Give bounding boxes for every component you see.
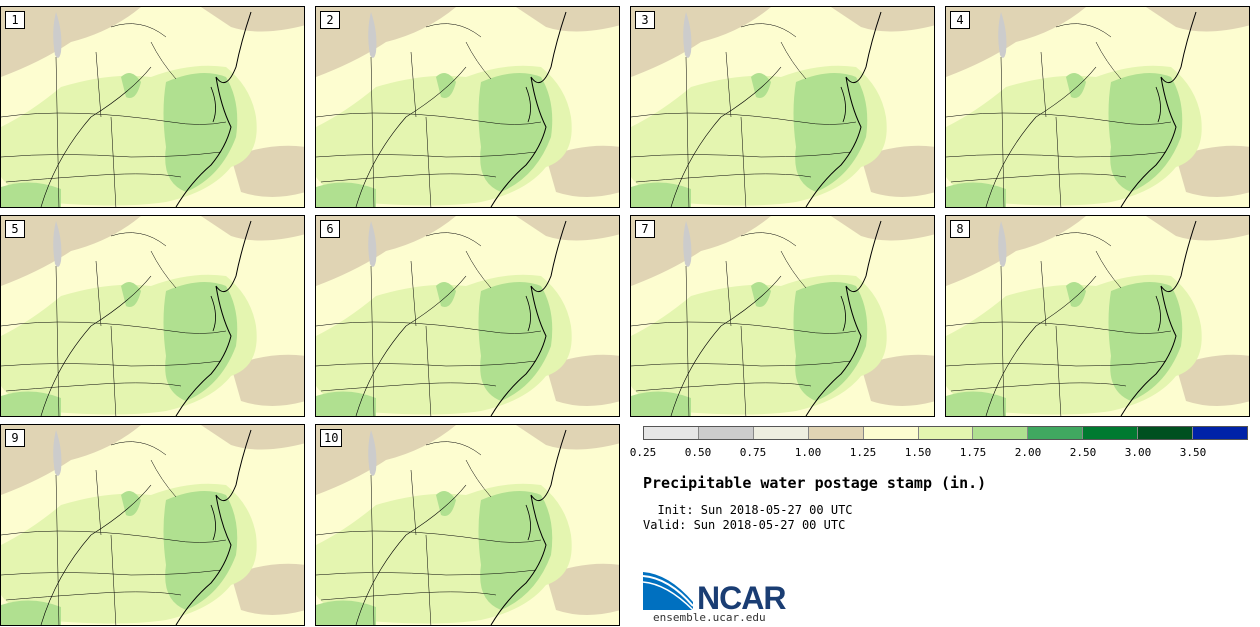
colorbar xyxy=(643,426,1248,440)
colorbar-tick-label: 3.00 xyxy=(1124,446,1152,459)
colorbar-tick-label: 1.75 xyxy=(959,446,987,459)
colorbar-tick-labels: 0.25 0.50 0.75 1.00 1.25 1.50 1.75 2.00 2.50 3.00… xyxy=(630,446,1248,460)
colorbar-tick-label: 1.25 xyxy=(849,446,877,459)
map-panel: 10 xyxy=(315,424,620,626)
member-label: 2 xyxy=(320,11,340,29)
legend-title: Precipitable water postage stamp (in.) xyxy=(643,474,987,492)
map-panel: 8 xyxy=(945,215,1250,417)
colorbar-segment xyxy=(644,427,699,439)
member-label: 4 xyxy=(950,11,970,29)
colorbar-segment xyxy=(1193,427,1247,439)
site-url: ensemble.ucar.edu xyxy=(653,611,766,624)
member-label: 9 xyxy=(5,429,25,447)
colorbar-segment xyxy=(1083,427,1139,439)
colorbar-tick-label: 2.00 xyxy=(1014,446,1042,459)
colorbar-segment xyxy=(808,427,864,439)
member-label: 1 xyxy=(5,11,25,29)
colorbar-tick-label: 2.50 xyxy=(1069,446,1097,459)
ncar-logo-icon xyxy=(643,572,694,611)
colorbar-segment xyxy=(1028,427,1084,439)
colorbar-segment xyxy=(1138,427,1194,439)
map-image xyxy=(316,425,619,625)
map-image xyxy=(631,7,934,207)
map-panel: 3 xyxy=(630,6,935,208)
map-image xyxy=(316,216,619,416)
colorbar-tick-label: 0.25 xyxy=(629,446,657,459)
map-panel: 9 xyxy=(0,424,305,626)
map-panel: 1 xyxy=(0,6,305,208)
map-panel: 4 xyxy=(945,6,1250,208)
colorbar-tick-label: 0.50 xyxy=(684,446,712,459)
valid-time: Valid: Sun 2018-05-27 00 UTC xyxy=(643,518,846,532)
map-panel: 5 xyxy=(0,215,305,417)
member-label: 8 xyxy=(950,220,970,238)
member-label: 6 xyxy=(320,220,340,238)
ncar-logo-text: NCAR xyxy=(697,580,786,616)
colorbar-segment xyxy=(753,427,809,439)
colorbar-segment xyxy=(973,427,1029,439)
colorbar-tick-label: 1.00 xyxy=(794,446,822,459)
map-image xyxy=(946,216,1249,416)
map-panel: 2 xyxy=(315,6,620,208)
map-image xyxy=(631,216,934,416)
colorbar-segment xyxy=(863,427,919,439)
colorbar-segment xyxy=(698,427,754,439)
map-image xyxy=(316,7,619,207)
map-image xyxy=(1,425,304,625)
map-image xyxy=(1,7,304,207)
colorbar-segment xyxy=(918,427,974,439)
member-label: 10 xyxy=(320,429,343,447)
map-panel: 6 xyxy=(315,215,620,417)
init-time: Init: Sun 2018-05-27 00 UTC xyxy=(643,503,853,517)
colorbar-tick-label: 1.50 xyxy=(904,446,932,459)
map-image xyxy=(1,216,304,416)
member-label: 7 xyxy=(635,220,655,238)
map-panel: 7 xyxy=(630,215,935,417)
member-label: 5 xyxy=(5,220,25,238)
colorbar-tick-label: 0.75 xyxy=(739,446,767,459)
colorbar-tick-label: 3.50 xyxy=(1179,446,1207,459)
member-label: 3 xyxy=(635,11,655,29)
map-image xyxy=(946,7,1249,207)
